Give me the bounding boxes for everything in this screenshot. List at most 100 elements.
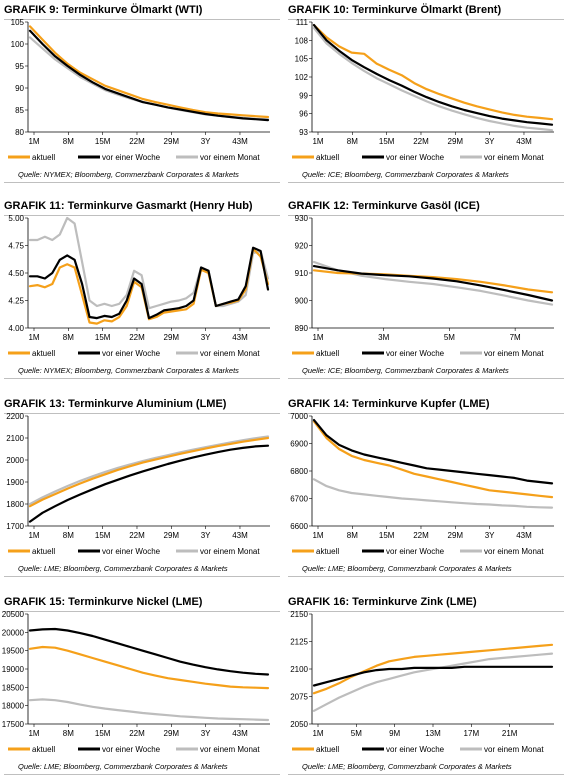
line-chart: 6600 6700 6800 6900 7000 1M 8M 15M 22M 29M 3Y 43M ak… bbox=[290, 412, 554, 556]
y-tick-label: 5.00 bbox=[8, 214, 24, 223]
legend-label: vor einer Woche bbox=[386, 153, 445, 162]
legend-label: vor einer Woche bbox=[386, 745, 445, 754]
x-tick-label: 43M bbox=[232, 531, 248, 540]
series-line bbox=[312, 419, 554, 485]
chart-number-label: GRAFIK 16: bbox=[288, 596, 350, 608]
y-tick-label: 900 bbox=[295, 297, 309, 306]
y-tick-label: 4.00 bbox=[8, 324, 24, 333]
legend-label: vor einem Monat bbox=[200, 349, 260, 358]
series-line bbox=[28, 36, 270, 121]
chart-number-label: GRAFIK 15: bbox=[4, 596, 66, 608]
y-tick-label: 105 bbox=[295, 55, 309, 64]
legend-label: vor einem Monat bbox=[484, 745, 544, 754]
x-tick-label: 1M bbox=[312, 333, 323, 342]
panel-divider bbox=[288, 378, 564, 379]
legend-label: vor einer Woche bbox=[102, 547, 161, 556]
y-tick-label: 2000 bbox=[6, 456, 24, 465]
x-tick-label: 22M bbox=[413, 531, 429, 540]
y-tick-label: 19000 bbox=[2, 665, 25, 674]
x-tick-label: 8M bbox=[347, 531, 358, 540]
x-tick-label: 15M bbox=[95, 531, 111, 540]
x-tick-label: 15M bbox=[379, 531, 395, 540]
x-tick-label: 43M bbox=[232, 137, 248, 146]
chart-panel-10: GRAFIK 10: Terminkurve Ölmarkt (Brent) 93… bbox=[288, 4, 564, 192]
chart-title-text: Terminkurve Aluminium (LME) bbox=[65, 398, 227, 410]
x-tick-label: 15M bbox=[95, 333, 111, 342]
x-tick-label: 8M bbox=[63, 137, 74, 146]
x-tick-label: 43M bbox=[232, 333, 248, 342]
x-tick-label: 3Y bbox=[201, 729, 211, 738]
y-tick-label: 6900 bbox=[290, 440, 308, 449]
y-tick-label: 111 bbox=[296, 18, 309, 27]
legend-label: vor einem Monat bbox=[200, 745, 260, 754]
chart-title: GRAFIK 9: Terminkurve Ölmarkt (WTI) bbox=[4, 4, 280, 20]
x-tick-label: 1M bbox=[312, 531, 323, 540]
legend-label: vor einer Woche bbox=[386, 547, 445, 556]
chart-title-text: Terminkurve Ölmarkt (Brent) bbox=[349, 4, 502, 16]
x-tick-label: 8M bbox=[63, 333, 74, 342]
series-line bbox=[312, 260, 554, 306]
series-line bbox=[312, 24, 554, 121]
panel-divider bbox=[288, 576, 564, 577]
chart-number-label: GRAFIK 14: bbox=[288, 398, 350, 410]
x-tick-label: 22M bbox=[129, 531, 145, 540]
chart-title: GRAFIK 13: Terminkurve Aluminium (LME) bbox=[4, 398, 280, 414]
y-tick-label: 930 bbox=[295, 214, 309, 223]
legend-label: aktuell bbox=[316, 349, 339, 358]
x-tick-label: 15M bbox=[95, 137, 111, 146]
series-line bbox=[28, 247, 270, 325]
y-tick-label: 6700 bbox=[290, 495, 308, 504]
x-tick-label: 43M bbox=[232, 729, 248, 738]
x-tick-label: 8M bbox=[63, 729, 74, 738]
x-tick-label: 1M bbox=[28, 333, 39, 342]
chart-number-label: GRAFIK 10: bbox=[288, 4, 350, 16]
y-tick-label: 85 bbox=[15, 106, 24, 115]
x-tick-label: 1M bbox=[28, 531, 39, 540]
x-tick-label: 5M bbox=[351, 729, 362, 738]
line-chart: 17500 18000 18500 19000 19500 20000 20500 1M 8M 1… bbox=[2, 610, 270, 754]
x-tick-label: 3Y bbox=[201, 531, 211, 540]
x-tick-label: 3Y bbox=[485, 531, 495, 540]
legend-label: vor einem Monat bbox=[200, 547, 260, 556]
chart-number-label: GRAFIK 13: bbox=[4, 398, 66, 410]
y-tick-label: 19500 bbox=[2, 647, 25, 656]
line-chart: 890 900 910 920 930 1M 3M 5M 7M aktuell vor einer … bbox=[292, 214, 554, 358]
x-tick-label: 3Y bbox=[201, 137, 211, 146]
series-line bbox=[312, 665, 554, 687]
legend-label: vor einer Woche bbox=[102, 745, 161, 754]
legend-label: aktuell bbox=[32, 349, 55, 358]
x-tick-label: 22M bbox=[129, 137, 145, 146]
legend-label: vor einem Monat bbox=[484, 153, 544, 162]
y-tick-label: 102 bbox=[295, 73, 309, 82]
chart-panel-13: GRAFIK 13: Terminkurve Aluminium (LME) 17… bbox=[4, 398, 280, 586]
x-tick-label: 1M bbox=[28, 137, 39, 146]
y-tick-label: 20000 bbox=[2, 628, 25, 637]
series-line bbox=[28, 436, 270, 508]
x-tick-label: 1M bbox=[312, 729, 323, 738]
legend-label: vor einem Monat bbox=[484, 349, 544, 358]
y-tick-label: 2100 bbox=[6, 434, 24, 443]
series-line bbox=[28, 444, 270, 523]
chart-panel-11: GRAFIK 11: Terminkurve Gasmarkt (Henry H… bbox=[4, 200, 280, 388]
chart-title-text: Terminkurve Nickel (LME) bbox=[65, 596, 203, 608]
chart-number-label: GRAFIK 9: bbox=[4, 4, 59, 16]
chart-source: Quelle: LME; Bloomberg, Commerzbank Corp… bbox=[302, 564, 512, 573]
panel-divider bbox=[4, 774, 280, 775]
y-tick-label: 1900 bbox=[6, 478, 24, 487]
chart-title: GRAFIK 12: Terminkurve Gasöl (ICE) bbox=[288, 200, 564, 216]
series-line bbox=[312, 420, 554, 499]
chart-title-text: Terminkurve Kupfer (LME) bbox=[349, 398, 490, 410]
x-tick-label: 21M bbox=[502, 729, 518, 738]
legend-label: aktuell bbox=[316, 547, 339, 556]
chart-panel-12: GRAFIK 12: Terminkurve Gasöl (ICE) 890 900… bbox=[288, 200, 564, 388]
y-tick-label: 99 bbox=[299, 91, 308, 100]
chart-panel-16: GRAFIK 16: Terminkurve Zink (LME) 2050 207… bbox=[288, 596, 564, 784]
chart-panel-15: GRAFIK 15: Terminkurve Nickel (LME) 17500… bbox=[2, 596, 280, 784]
y-tick-label: 2050 bbox=[290, 720, 308, 729]
x-tick-label: 29M bbox=[164, 729, 180, 738]
legend-label: vor einer Woche bbox=[386, 349, 445, 358]
y-tick-label: 96 bbox=[299, 110, 308, 119]
x-tick-label: 1M bbox=[312, 137, 323, 146]
x-tick-label: 1M bbox=[28, 729, 39, 738]
y-tick-label: 920 bbox=[295, 242, 309, 251]
